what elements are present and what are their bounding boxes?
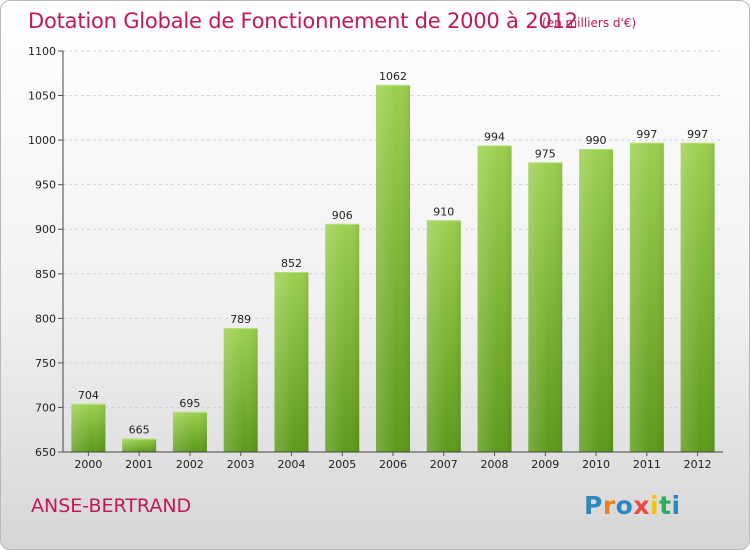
bar-shine (680, 142, 715, 453)
bar-shine (223, 328, 258, 452)
commune-name: ANSE-BERTRAND (31, 495, 192, 517)
x-tick-label: 2003 (227, 458, 255, 471)
data-label: 695 (179, 397, 200, 410)
x-tick-label: 2004 (277, 458, 305, 471)
x-tick-label: 2007 (430, 458, 458, 471)
bar-shine (629, 142, 664, 453)
data-label: 910 (433, 205, 454, 218)
x-tick-label: 2009 (531, 458, 559, 471)
bar-shine (172, 411, 207, 452)
logo-letter: i (671, 491, 681, 520)
x-tick-label: 2006 (379, 458, 407, 471)
x-tick-label: 2002 (176, 458, 204, 471)
data-label: 997 (636, 128, 657, 141)
data-label: 704 (78, 389, 99, 402)
y-tick-label: 850 (35, 268, 56, 281)
y-tick-label: 900 (35, 223, 56, 236)
y-tick-labels: 650 700 750 800 850 900 950 1000 1050 1100 (28, 45, 56, 459)
x-tick-labels: 2000 2001 2002 2003 2004 2005 2006 2007 2008 2009… (74, 458, 711, 471)
logo-letter: r (602, 491, 616, 520)
y-tick-label: 750 (35, 357, 56, 370)
bar-shine (579, 149, 614, 452)
logo-letter: P (584, 491, 603, 520)
data-label: 994 (484, 130, 505, 143)
y-tick-label: 1050 (28, 90, 56, 103)
y-tick-label: 800 (35, 312, 56, 325)
bar-shine (274, 271, 309, 452)
bar-shine (122, 438, 157, 452)
y-tick-label: 650 (35, 446, 56, 459)
logo-letter: i (650, 491, 660, 520)
data-label: 906 (332, 209, 353, 222)
x-tick-label: 2012 (684, 458, 712, 471)
x-tick-label: 2008 (481, 458, 509, 471)
logo-letter: t (659, 491, 672, 520)
data-label: 852 (281, 257, 302, 270)
data-label: 997 (687, 128, 708, 141)
proxiti-logo: Proxiti (584, 491, 681, 520)
bars (71, 84, 715, 453)
y-tick-label: 700 (35, 401, 56, 414)
data-labels: 704 665 695 789 852 906 1062 910 994 975 990 997 997 (78, 70, 708, 437)
data-label: 990 (586, 134, 607, 147)
logo-letter: x (633, 491, 650, 520)
axes (62, 51, 723, 456)
data-label: 665 (129, 424, 150, 437)
logo-letter: o (615, 491, 634, 520)
data-label: 975 (535, 147, 556, 160)
bar-shine (325, 223, 360, 452)
x-tick-label: 2005 (328, 458, 356, 471)
y-tick-label: 1100 (28, 45, 56, 58)
bar-shine (376, 84, 410, 453)
bar-shine (71, 403, 106, 452)
bar-shine (477, 145, 512, 453)
unit-note: (en milliers d'€) (542, 16, 637, 30)
x-tick-label: 2010 (582, 458, 610, 471)
x-tick-label: 2001 (125, 458, 153, 471)
x-tick-label: 2011 (633, 458, 661, 471)
y-tick-label: 1000 (28, 134, 56, 147)
chart-title: Dotation Globale de Fonctionnement de 20… (28, 9, 578, 33)
y-tick-label: 950 (35, 179, 56, 192)
bar-shine (426, 220, 461, 452)
bar-shine (528, 162, 563, 452)
data-label: 789 (230, 313, 251, 326)
x-tick-label: 2000 (74, 458, 102, 471)
data-label: 1062 (379, 70, 407, 83)
